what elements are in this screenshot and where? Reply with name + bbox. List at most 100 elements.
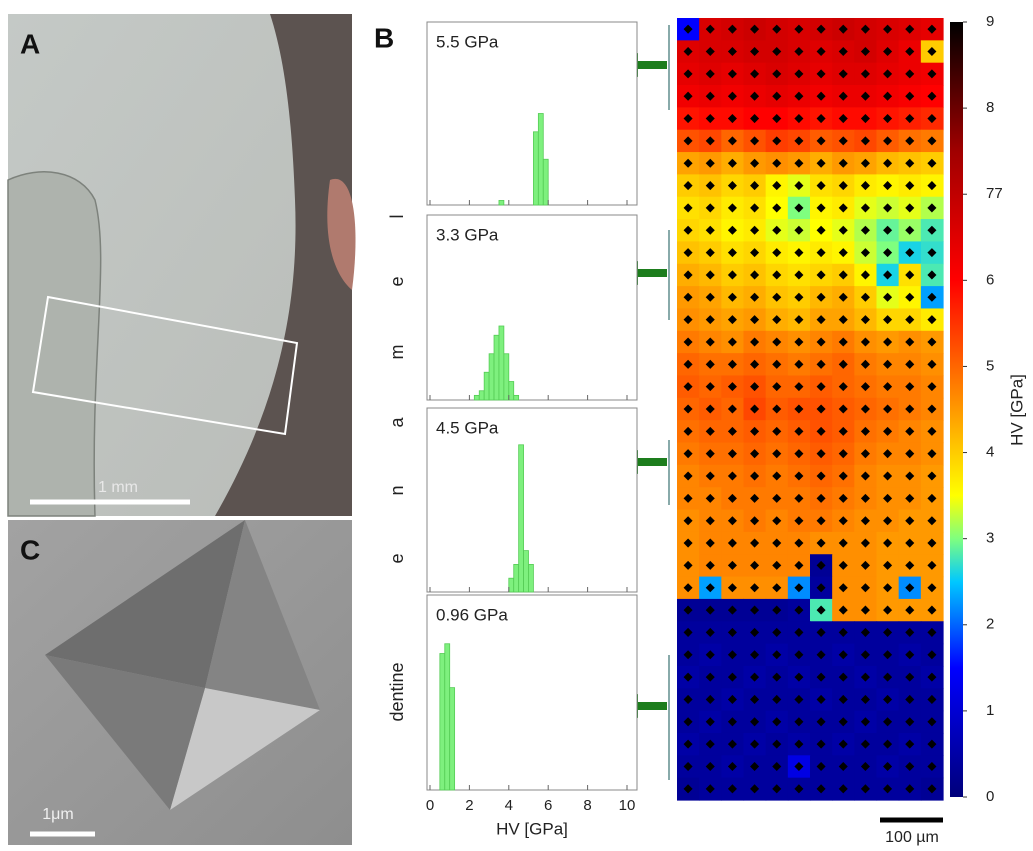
indent-point (727, 516, 737, 526)
indent-point (860, 516, 870, 526)
indent-point (683, 516, 693, 526)
indent-point (816, 516, 826, 526)
indent-point (860, 292, 870, 302)
indent-point (727, 650, 737, 660)
indent-point (816, 337, 826, 347)
indent-point (860, 694, 870, 704)
indent-point (683, 404, 693, 414)
indent-point (905, 538, 915, 548)
indent-point (750, 24, 760, 34)
scale-bar-label: 100 µm (885, 829, 939, 846)
indent-point (838, 627, 848, 637)
indent-point (838, 471, 848, 481)
indent-point (750, 493, 760, 503)
indent-point (750, 46, 760, 57)
indent-point (683, 203, 693, 213)
indent-point (683, 292, 693, 302)
indent-point (883, 158, 893, 168)
indent-point (816, 136, 826, 146)
indent-point (683, 114, 693, 124)
indent-point (816, 426, 826, 436)
indent-point (816, 69, 826, 79)
indent-point (905, 382, 915, 392)
indent-point (772, 739, 782, 749)
indent-point (750, 560, 760, 570)
indent-point (750, 583, 760, 593)
indent-point (683, 315, 693, 325)
indent-point (883, 605, 893, 615)
indent-point (683, 605, 693, 615)
colorbar-tick-label: 1 (986, 702, 994, 719)
indent-point (750, 717, 760, 727)
annotation: 4.5 GPa (436, 418, 499, 437)
indent-point (750, 605, 760, 615)
indent-point (727, 382, 737, 392)
histogram-bar (537, 113, 544, 206)
indent-point (905, 292, 915, 302)
indent-point (750, 404, 760, 414)
indent-point (905, 650, 915, 660)
colorbar-tick-label: 2 (986, 616, 994, 633)
indent-point (705, 292, 715, 302)
x-tick-label: 6 (544, 797, 552, 814)
annotation: 5.5 GPa (436, 32, 499, 51)
indent-point (705, 694, 715, 704)
indent-point (927, 784, 937, 794)
indent-point (860, 627, 870, 637)
indent-point (683, 359, 693, 369)
indent-point (816, 203, 826, 213)
colorbar-tick-label: 8 (986, 99, 994, 116)
indent-point (883, 46, 893, 57)
indent-point (883, 203, 893, 213)
indent-point (905, 694, 915, 704)
indent-point (838, 717, 848, 727)
indent-point (883, 449, 893, 459)
facet (170, 688, 320, 810)
indent-point (772, 449, 782, 459)
indent-point (772, 560, 782, 570)
x-tick-label: 0 (426, 797, 434, 814)
indent-point (683, 158, 693, 168)
indent-point (772, 672, 782, 682)
indent-point (683, 560, 693, 570)
indent-point (816, 627, 826, 637)
indent-point (838, 784, 848, 794)
indent-point (883, 538, 893, 548)
indent-point (794, 650, 804, 660)
y-axis-label: enamel (387, 156, 407, 563)
indent-point (816, 538, 826, 548)
histogram-bar (488, 353, 495, 401)
indent-point (816, 270, 826, 280)
indent-point (727, 784, 737, 794)
indent-point (772, 627, 782, 637)
indent-point (883, 248, 893, 258)
indent-point (816, 46, 826, 57)
indent-point (838, 560, 848, 570)
x-tick-label: 2 (465, 797, 473, 814)
indent-point (750, 516, 760, 526)
indent-point (794, 449, 804, 459)
indent-point (816, 493, 826, 503)
indent-point (883, 292, 893, 302)
indent-point (794, 717, 804, 727)
indent-point (927, 694, 937, 704)
indent-point (927, 605, 937, 615)
indent-point (816, 248, 826, 258)
indent-point (705, 717, 715, 727)
indent-point (816, 359, 826, 369)
indent-point (683, 784, 693, 794)
indent-point (927, 627, 937, 637)
indent-point (883, 404, 893, 414)
indent-point (683, 426, 693, 436)
indent-point (683, 136, 693, 146)
indent-point (794, 739, 804, 749)
indent-point (816, 158, 826, 168)
indent-point (750, 359, 760, 369)
indent-point (883, 270, 893, 280)
indent-point (927, 672, 937, 682)
indent-point (683, 449, 693, 459)
indent-point (860, 560, 870, 570)
indent-point (883, 114, 893, 124)
indent-point (727, 672, 737, 682)
indent-point (860, 471, 870, 481)
